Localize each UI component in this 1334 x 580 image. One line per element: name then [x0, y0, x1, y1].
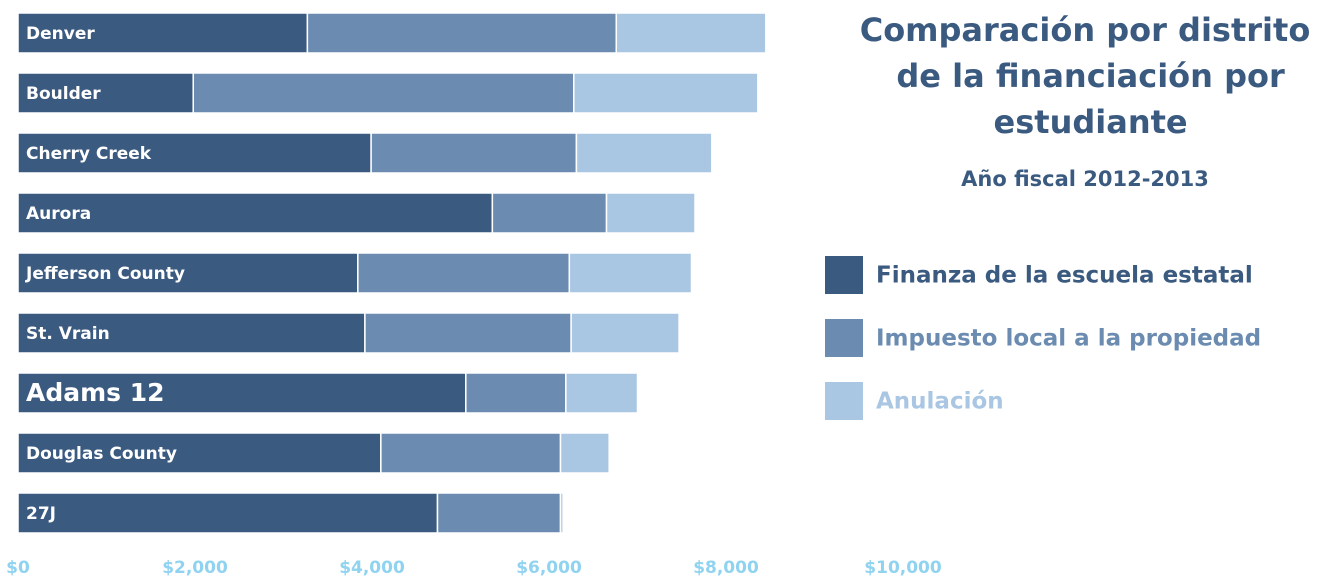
chart-title: Comparación por distrito de la financiac…: [860, 11, 1311, 141]
category-label: St. Vrain: [26, 324, 110, 344]
x-tick-label: $6,000: [516, 558, 582, 578]
bar-segment: [436, 492, 562, 534]
bar-segment: [565, 372, 639, 414]
bar-segment: [17, 492, 439, 534]
bar-segment: [370, 132, 578, 174]
bar-segment: [17, 372, 467, 414]
bar-segment: [615, 12, 767, 54]
x-tick-label: $8,000: [693, 558, 759, 578]
x-tick-label: $0: [6, 558, 30, 578]
bar-segment: [568, 252, 693, 294]
bar-segment: [17, 132, 372, 174]
bar-segment: [306, 12, 618, 54]
bar-segment: [465, 372, 567, 414]
bar-segment: [357, 252, 571, 294]
bar-segment: [364, 312, 572, 354]
category-label: Boulder: [26, 84, 101, 104]
bar-segment: [605, 192, 696, 234]
chart-subtitle: Año fiscal 2012-2013: [961, 167, 1209, 191]
legend-swatch: [825, 256, 863, 294]
bar-segment: [575, 132, 713, 174]
bar-segment: [17, 312, 366, 354]
category-label: Denver: [26, 24, 95, 44]
x-tick-label: $10,000: [864, 558, 942, 578]
legend-label: Impuesto local a la propiedad: [876, 326, 1261, 352]
legend-swatch: [825, 319, 863, 357]
category-label: Jefferson County: [25, 264, 185, 284]
bar-segment: [559, 432, 610, 474]
x-tick-label: $2,000: [162, 558, 228, 578]
bar-segment: [491, 192, 608, 234]
legend-label: Finanza de la escuela estatal: [876, 263, 1253, 289]
legend-label: Anulación: [876, 389, 1004, 415]
category-label: Aurora: [26, 204, 91, 224]
x-tick-label: $4,000: [339, 558, 405, 578]
bar-segment: [192, 72, 575, 114]
bar-segment: [17, 72, 194, 114]
bar-segment: [17, 432, 382, 474]
bar-segment: [17, 12, 309, 54]
bar-segment: [559, 492, 564, 534]
category-label: Cherry Creek: [26, 144, 152, 164]
bar-segment: [17, 252, 359, 294]
bar-segment: [570, 312, 680, 354]
bar-segment: [573, 72, 759, 114]
category-label: Adams 12: [26, 378, 165, 407]
category-label: Douglas County: [26, 444, 177, 464]
legend-swatch: [825, 382, 863, 420]
bar-segment: [380, 432, 562, 474]
category-label: 27J: [26, 504, 56, 524]
